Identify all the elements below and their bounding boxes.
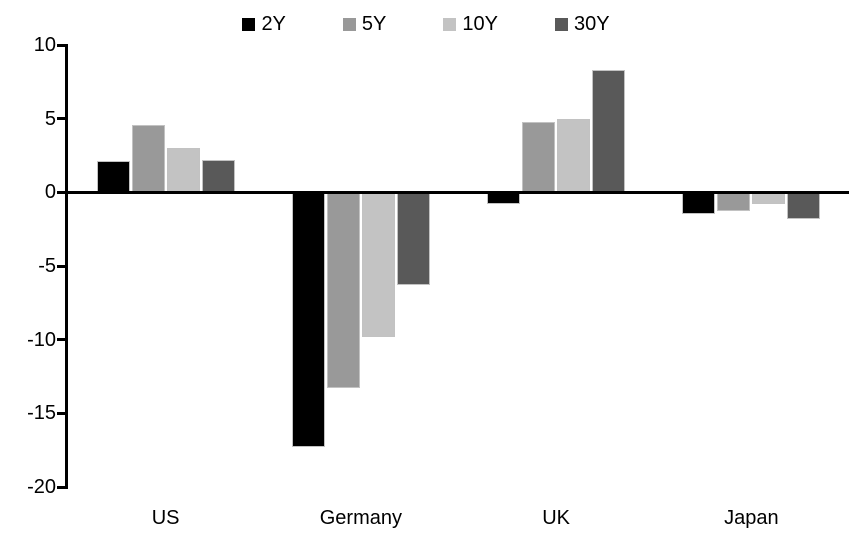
bar-japan-10y (752, 192, 786, 205)
legend-swatch-icon (342, 17, 356, 31)
y-tick-mark (57, 190, 68, 194)
bar-japan-2y (682, 192, 716, 215)
x-axis-labels: US Germany UK Japan (68, 503, 849, 533)
zero-axis-line (65, 190, 849, 194)
bar-groups (68, 45, 849, 487)
legend-label: 5Y (361, 13, 387, 35)
bar-uk-10y (557, 118, 591, 193)
bar-japan-5y (717, 192, 751, 212)
legend-swatch-icon (554, 17, 568, 31)
bar-group-us (68, 45, 263, 487)
bar-group-germany (263, 45, 458, 487)
bar-us-30y (201, 159, 235, 193)
bar-germany-10y (361, 192, 395, 337)
y-axis-labels: 10 5 0 -5 -10 -15 -20 (0, 0, 56, 539)
bar-uk-5y (522, 121, 556, 193)
bar-germany-5y (326, 192, 360, 389)
legend-item-30y: 30Y (554, 13, 610, 35)
legend-item-2y: 2Y (242, 13, 286, 35)
plot-area (57, 43, 849, 489)
y-tick-mark (57, 264, 68, 268)
y-tick-mark (57, 338, 68, 342)
bar-germany-2y (291, 192, 325, 448)
bar-group-japan (654, 45, 849, 487)
y-tick-label: -10 (27, 328, 56, 351)
y-tick-mark (57, 485, 68, 489)
bar-us-5y (131, 124, 165, 193)
legend-swatch-icon (242, 17, 256, 31)
legend-item-10y: 10Y (443, 14, 498, 34)
legend-swatch-icon (443, 17, 457, 31)
bar-uk-2y (487, 192, 521, 205)
bar-germany-30y (396, 192, 430, 286)
bar-group-uk (459, 45, 654, 487)
y-tick-mark (57, 43, 68, 47)
x-category-label-us: US (151, 507, 180, 529)
y-tick-label: -15 (27, 402, 56, 425)
legend-label: 2Y (261, 13, 286, 35)
y-tick-label: 5 (44, 107, 56, 130)
legend-label: 30Y (573, 13, 610, 35)
bar-japan-30y (787, 192, 821, 219)
y-tick-mark (57, 411, 68, 415)
bar-us-10y (166, 148, 200, 193)
y-tick-label: -20 (27, 476, 56, 498)
y-tick-label: 0 (44, 181, 56, 204)
x-category-label-germany: Germany (319, 507, 402, 529)
x-category-label-japan: Japan (724, 507, 779, 529)
legend-label: 10Y (462, 13, 498, 35)
y-tick-label: 10 (33, 34, 56, 56)
legend: 2Y 5Y 10Y 30Y (0, 10, 852, 38)
legend-item-5y: 5Y (342, 13, 387, 35)
bar-uk-30y (592, 70, 626, 193)
y-tick-mark (57, 117, 68, 121)
x-category-label-uk: UK (542, 507, 571, 529)
y-tick-label: -5 (38, 255, 56, 277)
bar-us-2y (96, 161, 130, 193)
